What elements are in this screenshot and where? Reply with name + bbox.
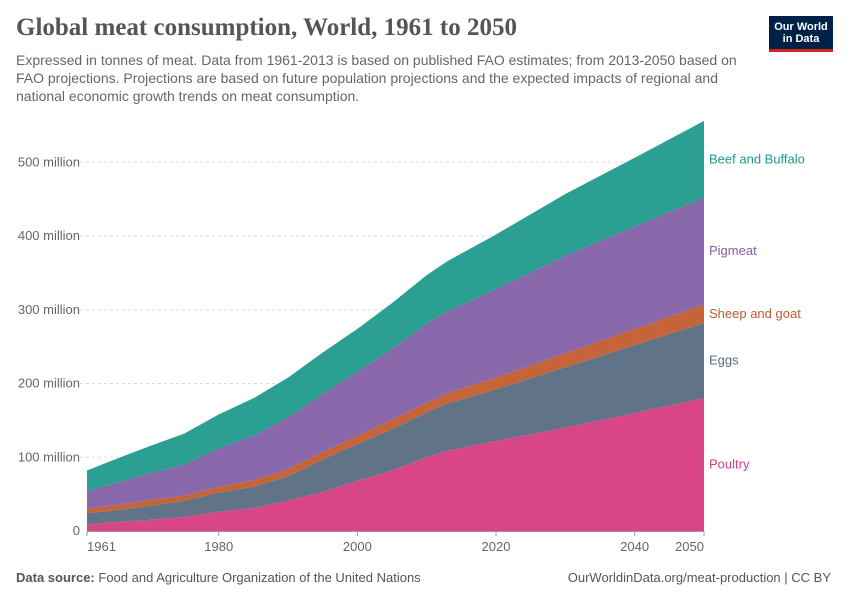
x-tick-label: 1961 [87,539,116,554]
data-source-label: Data source: [16,570,95,585]
x-tick-label: 2000 [343,539,372,554]
series-label-sheep-and-goat: Sheep and goat [709,306,801,321]
y-tick-label: 300 million [18,302,80,317]
area-poultry[interactable] [87,398,704,531]
series-label-eggs: Eggs [709,353,739,368]
source-url-link[interactable]: OurWorldinData.org/meat-production | CC … [567,570,831,585]
y-tick-label: 100 million [18,449,80,464]
area-beef-and-buffalo[interactable] [87,120,704,492]
series-label-pigmeat: Pigmeat [709,243,757,258]
series-labels: Poultry Eggs Sheep and goat Pigmeat Beef and… [709,151,805,471]
area-pigmeat[interactable] [87,197,704,509]
area-eggs[interactable] [87,323,704,525]
areas [87,120,704,531]
x-tick-label: 2020 [482,539,511,554]
data-source: Data source: Food and Agriculture Organi… [16,570,421,585]
x-tick-label: 2050 [675,539,704,554]
axes: 0 100 million 200 million 300 million 400 mi… [18,154,705,554]
x-tick-label: 2040 [620,539,649,554]
owid-logo[interactable]: Our World in Data [769,16,833,52]
logo-line-1: Our World [774,21,828,33]
chart-subtitle: Expressed in tonnes of meat. Data from 1… [16,52,737,104]
data-source-text: Food and Agriculture Organization of the… [98,570,421,585]
y-tick-label: 0 [73,523,80,538]
y-tick-label: 200 million [18,376,80,391]
series-label-poultry: Poultry [709,457,750,472]
series-label-beef-and-buffalo: Beef and Buffalo [709,151,805,166]
x-tick-label: 1980 [204,539,233,554]
logo-line-2: in Data [782,33,820,45]
y-tick-label: 400 million [18,228,80,243]
chart-title: Global meat consumption, World, 1961 to … [16,14,517,41]
y-tick-label: 500 million [18,154,80,169]
